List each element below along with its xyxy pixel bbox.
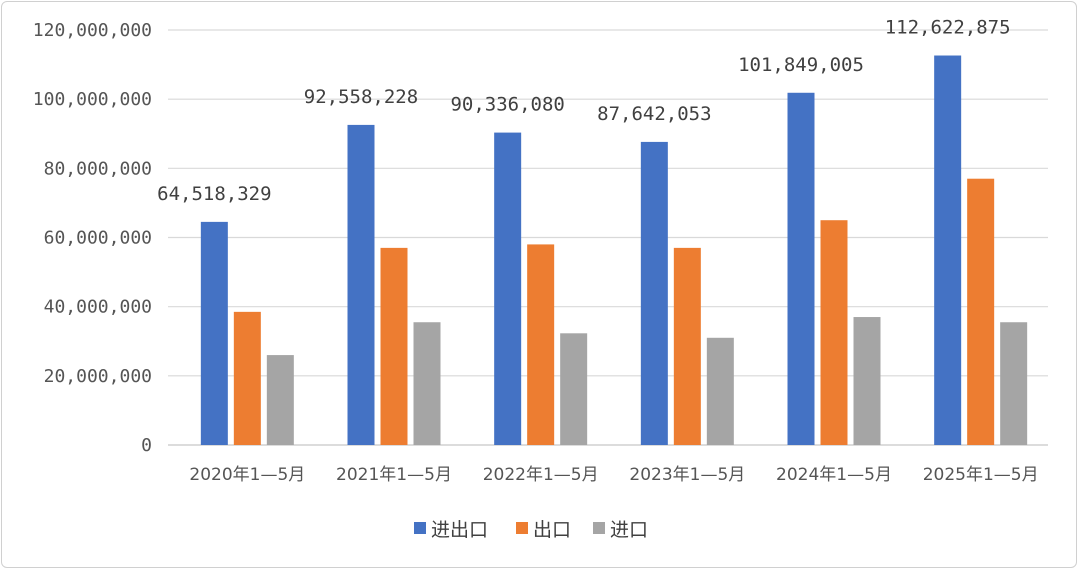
legend-label: 出口: [533, 519, 571, 541]
bar: [706, 337, 734, 445]
y-tick-label: 80,000,000: [44, 158, 152, 179]
data-label: 90,336,080: [450, 94, 564, 116]
bar: [266, 355, 294, 445]
bar: [233, 311, 261, 445]
y-tick-label: 100,000,000: [33, 89, 152, 110]
bar: [934, 55, 962, 445]
x-category-label: 2025年1—5月: [923, 465, 1039, 485]
data-label: 112,622,875: [885, 17, 1011, 39]
bar: [347, 124, 375, 445]
bar: [787, 92, 815, 446]
gridlines: [168, 29, 1048, 446]
legend-label: 进口: [610, 519, 648, 541]
y-tick-label: 40,000,000: [44, 297, 152, 318]
x-category-label: 2022年1—5月: [483, 465, 599, 485]
data-label: 87,642,053: [597, 103, 711, 125]
legend-swatch: [414, 522, 426, 534]
bar: [560, 333, 588, 445]
bar: [640, 141, 668, 445]
legend-swatch: [516, 522, 528, 534]
bar: [853, 317, 881, 445]
x-category-label: 2024年1—5月: [776, 465, 892, 485]
data-label: 64,518,329: [157, 183, 271, 205]
x-category-label: 2020年1—5月: [189, 465, 305, 485]
x-axis-categories: 2020年1—5月 2021年1—5月 2022年1—5月 2023年1—5月 2024…: [189, 465, 1038, 485]
y-tick-label: 120,000,000: [33, 20, 152, 41]
bar: [494, 132, 522, 446]
x-category-label: 2023年1—5月: [629, 465, 745, 485]
bar: [413, 322, 441, 445]
legend: 进出口 出口 进口: [414, 519, 648, 541]
bar: [673, 247, 701, 445]
y-tick-label: 0: [141, 435, 152, 456]
data-label: 92,558,228: [304, 86, 418, 108]
bars: [200, 55, 1028, 446]
legend-label: 进出口: [431, 519, 488, 541]
legend-swatch: [593, 522, 605, 534]
y-axis-ticks: 0 20,000,000 40,000,000 60,000,000 80,000,00…: [33, 20, 152, 456]
bar: [1000, 322, 1028, 445]
bar: [820, 220, 848, 445]
y-tick-label: 20,000,000: [44, 366, 152, 387]
data-label: 101,849,005: [738, 54, 864, 76]
bar: [200, 221, 228, 445]
y-tick-label: 60,000,000: [44, 228, 152, 249]
bar: [527, 244, 555, 445]
data-labels: 64,518,329 92,558,228 90,336,080 87,642,053…: [157, 17, 1010, 205]
x-category-label: 2021年1—5月: [336, 465, 452, 485]
bar: [380, 247, 408, 445]
bar: [967, 178, 995, 446]
